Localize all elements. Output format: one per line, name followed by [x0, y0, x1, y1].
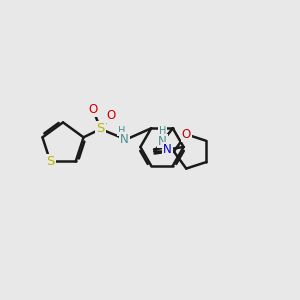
Text: N: N [158, 134, 167, 148]
Text: O: O [106, 109, 116, 122]
Text: N: N [120, 133, 129, 146]
Text: O: O [88, 103, 98, 116]
Text: O: O [182, 128, 191, 141]
Text: N: N [163, 143, 172, 156]
Text: S: S [46, 155, 55, 168]
Text: H: H [159, 126, 166, 136]
Text: H: H [118, 125, 125, 136]
Text: S: S [96, 122, 105, 136]
